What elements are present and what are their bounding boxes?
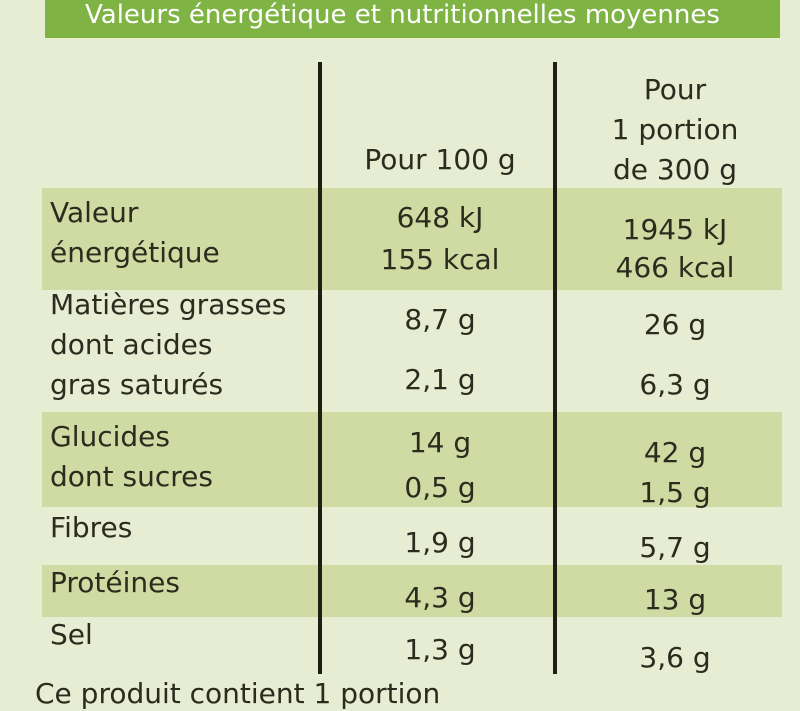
cell-per-portion: 1945 kJ — [622, 213, 728, 246]
column-divider — [553, 62, 557, 674]
cell-per-100g: 14 g — [408, 426, 472, 459]
row-label: dont acides — [50, 328, 213, 361]
row-label: gras saturés — [50, 368, 224, 401]
cell-per-portion: 42 g — [643, 436, 707, 469]
row-label: Glucides — [50, 420, 170, 453]
column-divider — [318, 62, 322, 674]
column-header: 1 portion — [611, 113, 739, 146]
cell-per-portion: 13 g — [643, 583, 707, 616]
row-label: Valeur — [50, 196, 139, 229]
cell-per-100g: 648 kJ — [396, 201, 484, 234]
cell-per-100g: 1,9 g — [404, 526, 476, 559]
cell-per-portion: 1,5 g — [639, 476, 711, 509]
row-label: dont sucres — [50, 460, 213, 493]
row-label: Sel — [50, 618, 93, 651]
row-label: Protéines — [50, 566, 180, 599]
column-header: de 300 g — [612, 153, 738, 186]
cell-per-100g: 0,5 g — [404, 471, 476, 504]
row-label: Fibres — [50, 511, 133, 544]
column-header: Pour — [643, 73, 707, 106]
row-label: Matières grasses — [50, 288, 287, 321]
cell-per-portion: 5,7 g — [639, 531, 711, 564]
cell-per-portion: 6,3 g — [639, 368, 711, 401]
column-header: Pour 100 g — [364, 143, 516, 176]
row-shade — [42, 565, 782, 617]
cell-per-100g: 2,1 g — [404, 363, 476, 396]
cell-per-portion: 26 g — [643, 308, 707, 341]
cell-per-100g: 4,3 g — [404, 581, 476, 614]
footer-text: Ce produit contient 1 portion — [35, 677, 441, 710]
cell-per-portion: 3,6 g — [639, 641, 711, 674]
row-label: énergétique — [50, 236, 220, 269]
cell-per-100g: 1,3 g — [404, 633, 476, 666]
row-shade — [42, 188, 782, 290]
row-shade — [42, 412, 782, 507]
header-title: Valeurs énergétique et nutritionnelles m… — [45, 0, 780, 38]
cell-per-100g: 8,7 g — [404, 303, 476, 336]
cell-per-portion: 466 kcal — [615, 251, 735, 284]
cell-per-100g: 155 kcal — [380, 243, 500, 276]
